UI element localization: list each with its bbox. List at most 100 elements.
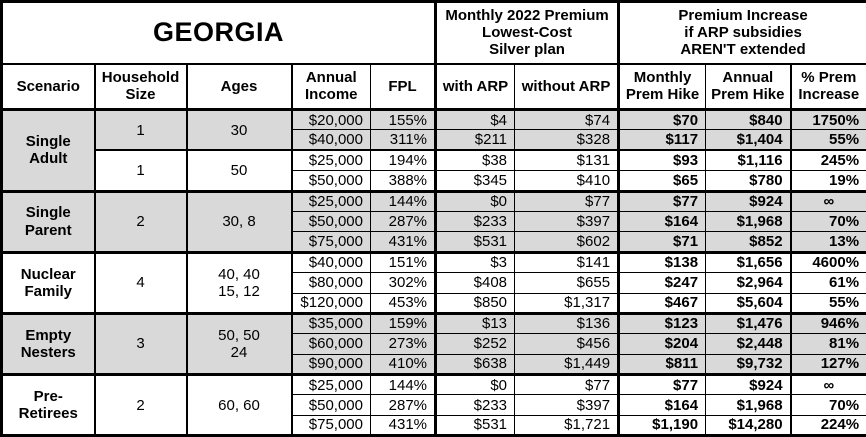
cell-without-arp: $136 (515, 313, 619, 333)
cell-monthly-prem-hike: $70 (619, 110, 706, 130)
cell-fpl: 159% (371, 313, 436, 333)
cell-annual-prem-hike: $2,964 (706, 273, 791, 293)
cell-fpl: 287% (371, 211, 436, 231)
cell-ages: 30 (187, 110, 292, 151)
cell-annual-prem-hike: $1,968 (706, 211, 791, 231)
cell-fpl: 144% (371, 191, 436, 211)
cell-pct-prem-increase: 70% (791, 211, 866, 231)
cell-without-arp: $131 (515, 150, 619, 170)
cell-annual-income: $20,000 (292, 110, 371, 130)
cell-fpl: 273% (371, 334, 436, 354)
cell-annual-income: $40,000 (292, 130, 371, 150)
cell-with-arp: $3 (436, 252, 515, 272)
cell-pct-prem-increase: 245% (791, 150, 866, 170)
cell-pct-prem-increase: 1750% (791, 110, 866, 130)
cell-scenario: Single Adult (2, 110, 95, 192)
col-header-household-size: Household Size (95, 64, 187, 110)
cell-annual-prem-hike: $9,732 (706, 354, 791, 374)
cell-monthly-prem-hike: $65 (619, 171, 706, 191)
cell-annual-prem-hike: $1,404 (706, 130, 791, 150)
col-header-with-arp: with ARP (436, 64, 515, 110)
cell-without-arp: $1,721 (515, 415, 619, 435)
cell-with-arp: $233 (436, 211, 515, 231)
cell-fpl: 431% (371, 232, 436, 252)
cell-household-size: 2 (95, 191, 187, 252)
cell-with-arp: $0 (436, 375, 515, 395)
cell-with-arp: $252 (436, 334, 515, 354)
cell-pct-prem-increase: 55% (791, 130, 866, 150)
col-header-pct-prem-increase: % Prem Increase (791, 64, 866, 110)
cell-without-arp: $456 (515, 334, 619, 354)
cell-annual-prem-hike: $840 (706, 110, 791, 130)
cell-with-arp: $531 (436, 415, 515, 435)
cell-scenario: Pre- Retirees (2, 375, 95, 436)
cell-annual-income: $60,000 (292, 334, 371, 354)
cell-fpl: 144% (371, 375, 436, 395)
cell-with-arp: $13 (436, 313, 515, 333)
cell-fpl: 155% (371, 110, 436, 130)
cell-pct-prem-increase: 127% (791, 354, 866, 374)
cell-pct-prem-increase: 13% (791, 232, 866, 252)
cell-ages: 60, 60 (187, 375, 292, 436)
cell-without-arp: $328 (515, 130, 619, 150)
cell-monthly-prem-hike: $811 (619, 354, 706, 374)
cell-fpl: 302% (371, 273, 436, 293)
cell-annual-prem-hike: $14,280 (706, 415, 791, 435)
cell-annual-income: $25,000 (292, 191, 371, 211)
cell-scenario: Empty Nesters (2, 313, 95, 374)
cell-annual-prem-hike: $924 (706, 375, 791, 395)
col-header-annual-income: Annual Income (292, 64, 371, 110)
cell-annual-prem-hike: $1,476 (706, 313, 791, 333)
cell-scenario: Single Parent (2, 191, 95, 252)
cell-annual-income: $25,000 (292, 150, 371, 170)
cell-monthly-prem-hike: $204 (619, 334, 706, 354)
cell-household-size: 3 (95, 313, 187, 374)
cell-fpl: 287% (371, 395, 436, 415)
cell-pct-prem-increase: ∞ (791, 375, 866, 395)
cell-annual-prem-hike: $924 (706, 191, 791, 211)
cell-annual-income: $35,000 (292, 313, 371, 333)
cell-with-arp: $211 (436, 130, 515, 150)
cell-pct-prem-increase: 4600% (791, 252, 866, 272)
cell-with-arp: $531 (436, 232, 515, 252)
cell-fpl: 410% (371, 354, 436, 374)
cell-annual-income: $120,000 (292, 293, 371, 313)
col-header-without-arp: without ARP (515, 64, 619, 110)
cell-pct-prem-increase: 946% (791, 313, 866, 333)
cell-annual-income: $50,000 (292, 171, 371, 191)
cell-annual-income: $50,000 (292, 395, 371, 415)
cell-monthly-prem-hike: $93 (619, 150, 706, 170)
cell-household-size: 1 (95, 150, 187, 191)
cell-annual-income: $25,000 (292, 375, 371, 395)
cell-without-arp: $410 (515, 171, 619, 191)
cell-without-arp: $602 (515, 232, 619, 252)
cell-with-arp: $0 (436, 191, 515, 211)
cell-ages: 40, 40 15, 12 (187, 252, 292, 313)
cell-ages: 30, 8 (187, 191, 292, 252)
cell-with-arp: $408 (436, 273, 515, 293)
col-header-annual-prem-hike: Annual Prem Hike (706, 64, 791, 110)
cell-without-arp: $77 (515, 375, 619, 395)
cell-fpl: 194% (371, 150, 436, 170)
cell-monthly-prem-hike: $164 (619, 395, 706, 415)
cell-annual-prem-hike: $1,116 (706, 150, 791, 170)
cell-with-arp: $38 (436, 150, 515, 170)
cell-annual-income: $90,000 (292, 354, 371, 374)
cell-fpl: 311% (371, 130, 436, 150)
cell-ages: 50 (187, 150, 292, 191)
cell-monthly-prem-hike: $467 (619, 293, 706, 313)
cell-monthly-prem-hike: $71 (619, 232, 706, 252)
cell-without-arp: $77 (515, 191, 619, 211)
cell-without-arp: $1,317 (515, 293, 619, 313)
cell-pct-prem-increase: ∞ (791, 191, 866, 211)
col-header-scenario: Scenario (2, 64, 95, 110)
cell-annual-prem-hike: $5,604 (706, 293, 791, 313)
cell-ages: 50, 50 24 (187, 313, 292, 374)
cell-annual-income: $50,000 (292, 211, 371, 231)
